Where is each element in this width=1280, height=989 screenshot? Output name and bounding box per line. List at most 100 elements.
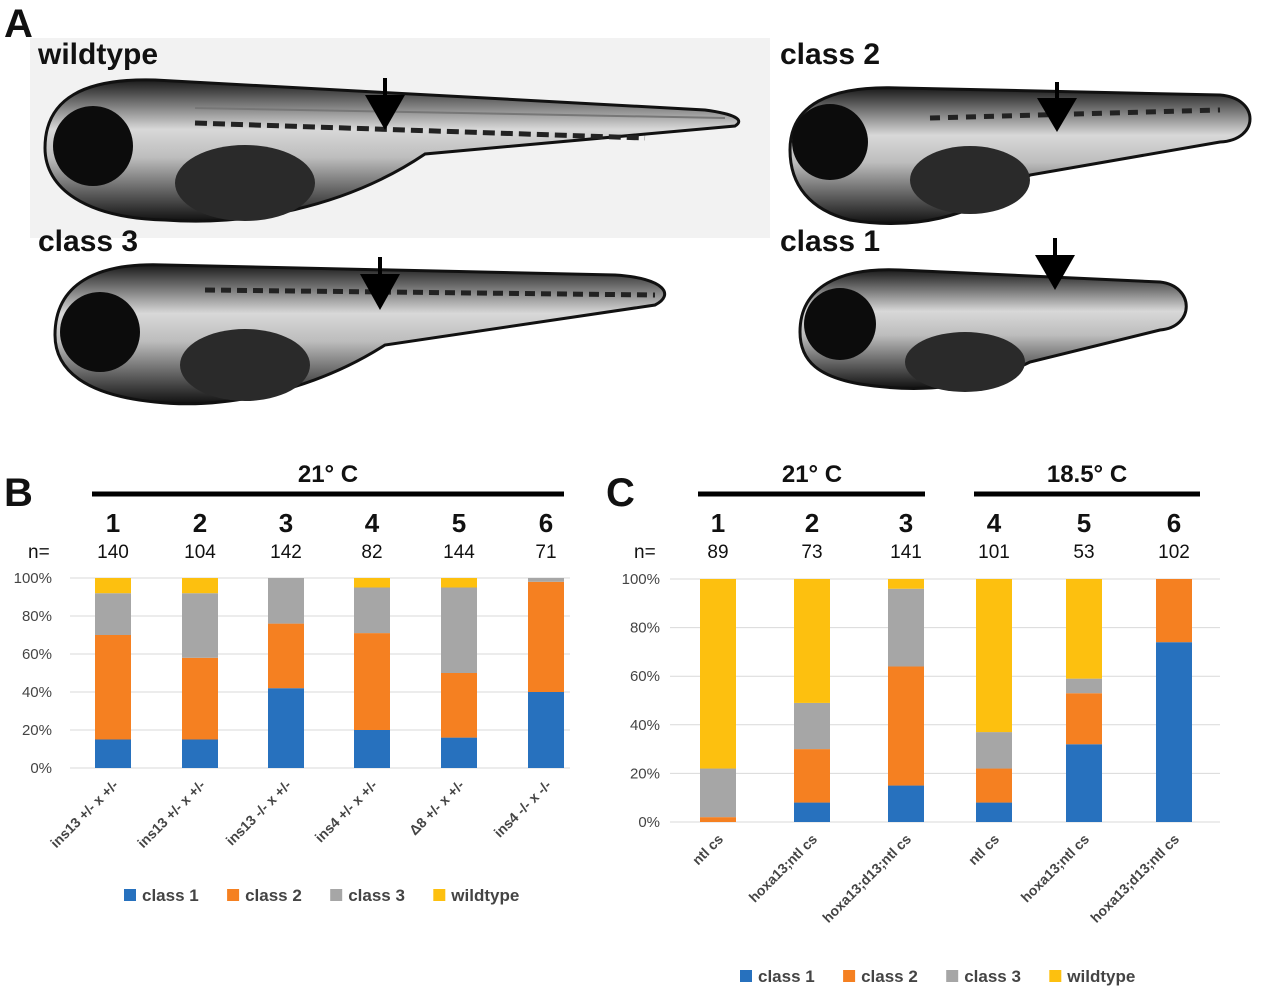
- bar-segment-class-1: [794, 802, 830, 822]
- y-tick-label: 40%: [22, 684, 52, 701]
- label-wildtype: wildtype: [38, 38, 159, 71]
- y-tick-label: 80%: [630, 620, 660, 637]
- category-label: ins4 +/- x +/-: [312, 777, 381, 846]
- bar-segment-class-3: [268, 578, 304, 624]
- bar-segment-class-2: [182, 657, 218, 740]
- bar-segment-class-3: [354, 587, 390, 634]
- arrow-icon: [365, 78, 405, 130]
- n-value: 82: [361, 542, 382, 563]
- n-value: 53: [1073, 542, 1094, 563]
- larva-image-wildtype: [43, 78, 741, 223]
- bar-segment-class-1: [528, 692, 564, 768]
- bar-segment-class-3: [528, 578, 564, 582]
- bar-segment-class-2: [441, 673, 477, 738]
- arrow-icon: [1035, 238, 1075, 290]
- gridlines: [670, 578, 1220, 823]
- legend-swatch: [843, 970, 856, 982]
- n-value: 71: [535, 542, 556, 563]
- larva-image-class1: [798, 268, 1188, 392]
- panel-c-letter: C: [606, 471, 635, 515]
- legend-label: class 3: [348, 886, 405, 905]
- y-tick-label: 100%: [622, 571, 660, 588]
- panel-b-letter: B: [4, 471, 33, 515]
- legend-label: wildtype: [1066, 967, 1135, 986]
- label-class1: class 1: [780, 225, 881, 258]
- y-tick-label: 100%: [14, 570, 52, 587]
- bar-segment-class-1: [268, 688, 304, 768]
- column-number: 4: [987, 508, 1002, 538]
- chart-c: C 21° C 18.5° C n= 0% 20% 40% 60% 80% 100% 1 89…: [606, 461, 1220, 986]
- column-number: 4: [365, 508, 380, 538]
- column-number: 5: [452, 508, 466, 538]
- bar-segment-wildtype: [888, 579, 924, 589]
- larva-image-class3: [53, 263, 667, 406]
- y-tick-label: 20%: [22, 722, 52, 739]
- y-tick-label: 40%: [630, 717, 660, 734]
- y-tick-label: 60%: [22, 646, 52, 663]
- bar-segment-class-3: [794, 702, 830, 750]
- bars: [700, 579, 1192, 822]
- bar-segment-wildtype: [354, 578, 390, 588]
- n-value: 73: [801, 542, 822, 563]
- n-value: 102: [1158, 542, 1190, 563]
- n-value: 140: [97, 542, 129, 563]
- category-label: ins13 +/- x +/-: [47, 777, 121, 851]
- bar-segment-wildtype: [95, 578, 131, 594]
- category-label: hoxa13;ntl cs: [746, 831, 821, 906]
- legend-swatch: [1049, 970, 1062, 982]
- bar-segment-class-1: [441, 737, 477, 768]
- panel-a-letter: A: [4, 2, 33, 46]
- y-tick-label: 0%: [638, 814, 660, 831]
- column-number: 2: [805, 508, 819, 538]
- legend-swatch: [740, 970, 752, 982]
- category-label: hoxa13;d13;ntl cs: [819, 831, 914, 926]
- bar-segment-class-1: [1156, 642, 1192, 822]
- column-number: 1: [106, 508, 120, 538]
- legend-label: class 2: [861, 967, 918, 986]
- bar-segment-class-3: [976, 732, 1012, 769]
- arrow-icon: [1037, 82, 1077, 132]
- legend-swatch: [227, 889, 240, 901]
- chart-b: B 21° C n= 0% 20% 40% 60% 80% 100% 1 140 ins13 +…: [4, 461, 570, 905]
- legend-label: class 1: [142, 886, 199, 905]
- temperature-label: 21° C: [298, 461, 358, 488]
- bar-segment-class-2: [888, 666, 924, 786]
- bar-segment-wildtype: [794, 579, 830, 703]
- legend-label: wildtype: [450, 886, 519, 905]
- n-prefix: n=: [28, 542, 50, 563]
- legend-swatch: [124, 889, 136, 901]
- legend-label: class 3: [964, 967, 1021, 986]
- category-label: Δ8 +/- x +/-: [406, 777, 468, 839]
- n-value: 89: [707, 542, 728, 563]
- bar-segment-wildtype: [441, 578, 477, 588]
- n-value: 101: [978, 542, 1010, 563]
- larva-image-class2: [788, 86, 1252, 225]
- gridlines: [70, 577, 570, 769]
- temperature-label: 18.5° C: [1047, 461, 1127, 488]
- bar-segment-class-1: [1066, 744, 1102, 822]
- bar-segment-wildtype: [700, 579, 736, 769]
- bar-segment-class-3: [95, 593, 131, 635]
- bar-segment-class-1: [182, 739, 218, 768]
- bar-segment-class-2: [354, 633, 390, 730]
- legend-swatch: [433, 889, 446, 901]
- column-number: 3: [279, 508, 293, 538]
- n-prefix: n=: [634, 542, 656, 563]
- bar-segment-wildtype: [1066, 579, 1102, 679]
- bar-segment-class-3: [700, 768, 736, 818]
- column-number: 6: [539, 508, 553, 538]
- category-label: hoxa13;d13;ntl cs: [1087, 831, 1182, 926]
- column-number: 6: [1167, 508, 1181, 538]
- y-tick-label: 0%: [30, 760, 52, 777]
- bar-segment-class-2: [794, 749, 830, 803]
- label-class2: class 2: [780, 38, 881, 71]
- bar-segment-class-2: [1066, 693, 1102, 745]
- bar-segment-class-3: [1066, 678, 1102, 694]
- legend-swatch: [330, 889, 343, 901]
- category-label: ntl cs: [689, 831, 726, 868]
- category-label: ins13 -/- x +/-: [223, 777, 295, 849]
- n-value: 104: [184, 542, 216, 563]
- column-number: 2: [193, 508, 207, 538]
- legend-label: class 1: [758, 967, 815, 986]
- legend: class 1 class 2 class 3 wildtype: [740, 967, 1135, 986]
